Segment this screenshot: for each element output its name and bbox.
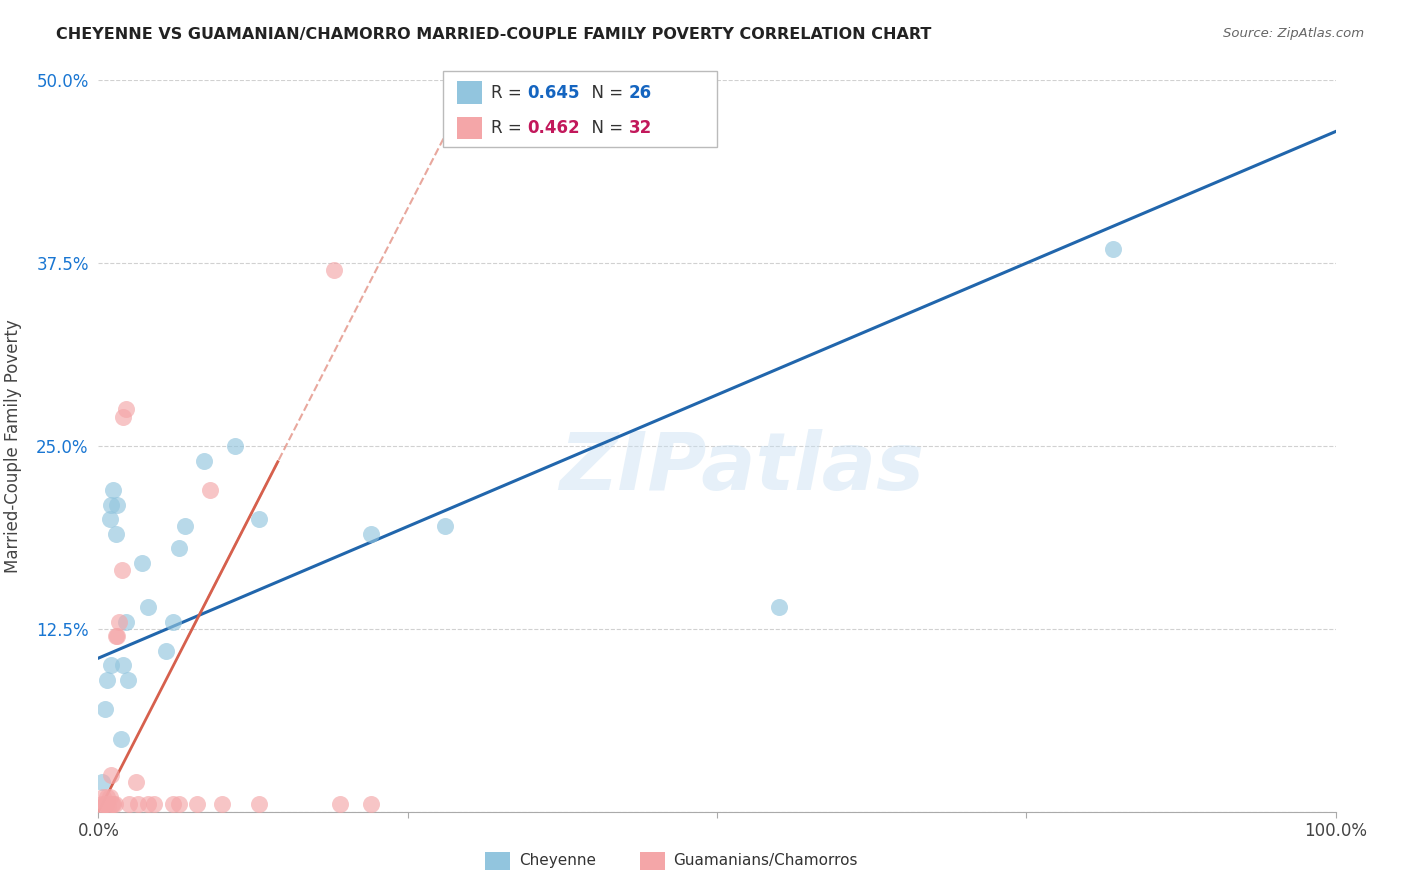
Point: [360, 797, 382, 812]
Point: [167, 797, 190, 812]
Point: [111, 563, 134, 577]
Point: [198, 483, 221, 497]
Text: 0.462: 0.462: [527, 120, 579, 137]
Point: [127, 797, 149, 812]
Point: [93, 790, 115, 805]
Point: [108, 615, 131, 629]
Text: Source: ZipAtlas.com: Source: ZipAtlas.com: [1223, 27, 1364, 40]
Text: N =: N =: [581, 120, 628, 137]
Point: [112, 658, 135, 673]
Text: R =: R =: [491, 120, 527, 137]
Point: [124, 775, 146, 789]
Point: [103, 797, 125, 812]
Point: [96, 673, 118, 687]
Point: [98, 512, 121, 526]
Point: [114, 402, 136, 417]
Text: 32: 32: [628, 120, 652, 137]
Point: [105, 629, 128, 643]
Point: [118, 797, 141, 812]
Point: [136, 797, 159, 812]
Point: [162, 615, 184, 629]
Point: [101, 797, 124, 812]
Text: R =: R =: [491, 84, 527, 102]
Point: [103, 483, 125, 497]
Point: [1102, 242, 1125, 256]
Y-axis label: Married-Couple Family Poverty: Married-Couple Family Poverty: [4, 319, 22, 573]
Point: [247, 797, 270, 812]
Point: [329, 797, 352, 812]
Point: [94, 797, 117, 812]
Point: [103, 797, 125, 812]
Point: [104, 629, 127, 643]
Point: [131, 556, 153, 570]
Point: [186, 797, 208, 812]
Point: [97, 798, 120, 813]
Text: 0.645: 0.645: [527, 84, 579, 102]
Point: [96, 790, 118, 805]
Point: [100, 658, 122, 673]
Point: [162, 797, 184, 812]
Text: CHEYENNE VS GUAMANIAN/CHAMORRO MARRIED-COUPLE FAMILY POVERTY CORRELATION CHART: CHEYENNE VS GUAMANIAN/CHAMORRO MARRIED-C…: [56, 27, 932, 42]
Point: [105, 498, 128, 512]
Point: [167, 541, 190, 556]
Point: [110, 731, 132, 746]
Point: [112, 409, 135, 424]
Point: [143, 797, 166, 812]
Point: [174, 519, 197, 533]
Point: [136, 599, 159, 614]
Point: [211, 797, 233, 812]
Point: [360, 526, 382, 541]
Point: [247, 512, 270, 526]
Point: [768, 599, 790, 614]
Point: [100, 498, 122, 512]
Point: [114, 615, 136, 629]
Point: [93, 702, 115, 716]
Point: [98, 790, 121, 805]
Text: Cheyenne: Cheyenne: [519, 854, 596, 868]
Point: [100, 768, 122, 782]
Point: [91, 775, 114, 789]
Point: [91, 797, 114, 812]
Text: 26: 26: [628, 84, 651, 102]
Point: [93, 797, 115, 812]
Point: [433, 519, 456, 533]
Text: N =: N =: [581, 84, 628, 102]
Point: [193, 453, 215, 467]
Text: ZIPatlas: ZIPatlas: [560, 429, 924, 507]
Point: [90, 800, 112, 814]
Point: [104, 526, 127, 541]
Text: Guamanians/Chamorros: Guamanians/Chamorros: [673, 854, 858, 868]
Point: [224, 439, 246, 453]
Point: [117, 673, 139, 687]
Point: [155, 644, 177, 658]
Point: [322, 263, 344, 277]
